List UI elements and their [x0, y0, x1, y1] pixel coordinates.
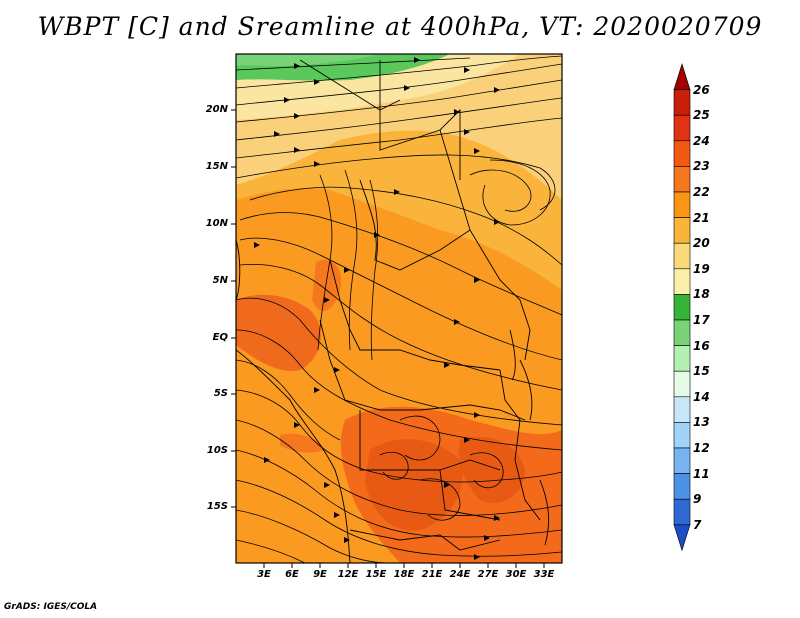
- lon-ticks: [263, 563, 545, 568]
- grads-credit: GrADS: IGES/COLA: [4, 602, 98, 612]
- colorbar-label: 24: [693, 133, 710, 148]
- colorbar-segment: [673, 319, 691, 346]
- lat-label-10n: 10N: [205, 218, 228, 229]
- colorbar-label: 7: [693, 517, 702, 532]
- lon-label-6e: 6E: [285, 569, 299, 580]
- colorbar-segment: [673, 268, 691, 295]
- colorbar-label: 15: [693, 364, 710, 379]
- colorbar-top-arrow: [673, 62, 691, 90]
- lon-label-33e: 33E: [533, 569, 555, 580]
- lon-label-15e: 15E: [365, 569, 387, 580]
- lat-label-20n: 20N: [205, 104, 228, 115]
- country-borders: [236, 59, 550, 563]
- colorbar-label: 13: [693, 415, 710, 430]
- colorbar-label: 14: [693, 389, 710, 404]
- colorbar-segment: [673, 114, 691, 142]
- lat-label-15s: 15S: [206, 501, 228, 512]
- colorbar-label: 21: [693, 210, 710, 225]
- colorbar-label: 9: [693, 492, 702, 507]
- lon-label-3e: 3E: [257, 569, 271, 580]
- streamline-arrows: [254, 57, 500, 560]
- colorbar-label: 26: [693, 82, 710, 97]
- colorbar-segment: [673, 345, 691, 372]
- colorbar-label: 18: [693, 287, 710, 302]
- lat-label-eq: EQ: [212, 332, 228, 343]
- colorbar-segment: [673, 89, 691, 116]
- colorbar-label: 19: [693, 261, 710, 276]
- lat-label-5s: 5S: [213, 388, 228, 399]
- colorbar: [673, 62, 691, 552]
- colorbar-segment: [673, 498, 691, 526]
- lon-label-18e: 18E: [393, 569, 415, 580]
- colorbar-label: 17: [693, 313, 710, 327]
- colorbar-segment: [673, 242, 691, 270]
- map-frame: [235, 53, 563, 564]
- lon-label-24e: 24E: [449, 569, 471, 580]
- wbpt-field: [236, 54, 562, 563]
- colorbar-bottom-arrow: [673, 524, 691, 552]
- lon-label-9e: 9E: [313, 569, 327, 580]
- colorbar-segment: [673, 422, 691, 449]
- lat-label-5n: 5N: [212, 275, 228, 286]
- chart-title: WBPT [C] and Sreamline at 400hPa, VT: 20…: [37, 12, 763, 41]
- colorbar-segment: [673, 191, 691, 218]
- colorbar-segment: [673, 447, 691, 474]
- colorbar-label: 11: [693, 466, 710, 481]
- colorbar-segment: [673, 473, 691, 500]
- colorbar-label: 22: [693, 185, 710, 199]
- lon-label-30e: 30E: [505, 569, 527, 580]
- colorbar-label: 12: [693, 441, 710, 455]
- lat-ticks: [231, 109, 236, 508]
- colorbar-label: 25: [693, 108, 710, 123]
- colorbar-label: 23: [693, 159, 710, 174]
- colorbar-segment: [673, 396, 691, 423]
- colorbar-label: 20: [693, 236, 710, 251]
- colorbar-label: 16: [693, 338, 710, 353]
- lon-label-12e: 12E: [337, 569, 359, 580]
- colorbar-segment: [673, 140, 691, 167]
- lat-label-15n: 15N: [205, 161, 228, 172]
- colorbar-segment: [673, 294, 691, 321]
- streamlines: [236, 55, 562, 563]
- lat-label-10s: 10S: [206, 445, 228, 456]
- colorbar-segment: [673, 166, 691, 193]
- colorbar-segment: [673, 217, 691, 244]
- lon-label-21e: 21E: [421, 569, 443, 580]
- colorbar-segment: [673, 370, 691, 398]
- lon-label-27e: 27E: [477, 569, 499, 580]
